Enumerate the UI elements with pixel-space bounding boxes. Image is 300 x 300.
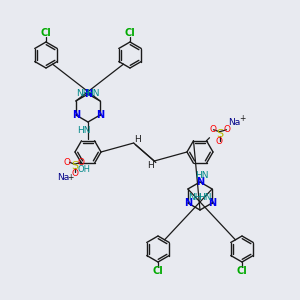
Text: Cl: Cl: [237, 266, 248, 276]
Text: N: N: [196, 177, 204, 187]
Text: Cl: Cl: [124, 28, 135, 38]
Text: NH: NH: [76, 88, 90, 98]
Text: HN: HN: [198, 193, 212, 202]
Text: O: O: [216, 137, 223, 146]
Text: +: +: [239, 114, 246, 123]
Text: HN: HN: [86, 88, 100, 98]
Text: Na: Na: [228, 118, 241, 127]
Text: Cl: Cl: [153, 266, 164, 276]
Text: N: N: [84, 89, 92, 99]
Text: O: O: [209, 125, 216, 134]
Text: S: S: [71, 161, 78, 171]
Text: NH: NH: [188, 193, 202, 202]
Text: O: O: [78, 158, 85, 167]
Text: O: O: [223, 125, 230, 134]
Text: O: O: [64, 158, 71, 167]
Text: S: S: [216, 129, 223, 139]
Text: HN: HN: [195, 171, 208, 180]
Text: O: O: [71, 169, 78, 178]
Text: HN: HN: [77, 126, 91, 135]
Text: N: N: [96, 110, 104, 120]
Text: H: H: [147, 160, 154, 169]
Text: N: N: [72, 110, 80, 120]
Text: Cl: Cl: [40, 28, 51, 38]
Text: N: N: [184, 198, 192, 208]
Text: N: N: [208, 198, 216, 208]
Text: Na: Na: [57, 173, 70, 182]
Text: +: +: [67, 173, 74, 182]
Text: OH: OH: [77, 165, 90, 174]
Text: H: H: [134, 134, 141, 143]
